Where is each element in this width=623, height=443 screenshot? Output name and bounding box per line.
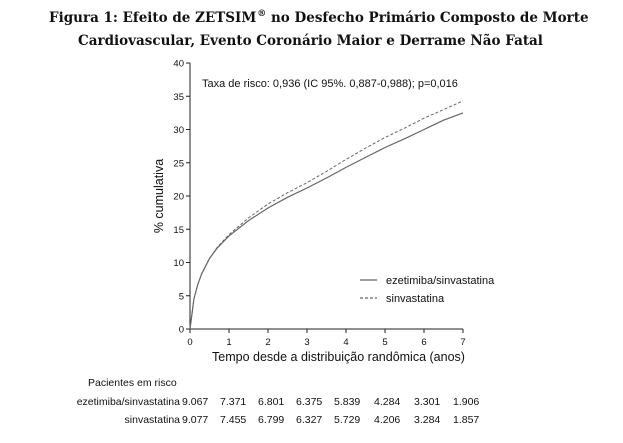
risk-cell: 5.839 xyxy=(334,396,361,408)
risk-cell: 5.729 xyxy=(334,414,361,426)
figure-title-main: Figura 1: Efeito de ZETSIM xyxy=(49,10,257,26)
y-tick-label: 5 xyxy=(179,291,184,302)
y-tick-label: 15 xyxy=(173,225,184,236)
risk-cell: 6.375 xyxy=(296,396,323,408)
x-tick-label: 2 xyxy=(265,337,270,348)
risk-cell: 6.327 xyxy=(296,414,323,426)
figure-title-line2: Cardiovascular, Evento Coronário Maior e… xyxy=(78,33,543,49)
figure-title-rest: no Desfecho Primário Composto de Morte xyxy=(266,10,589,26)
y-axis-label: % cumulativa xyxy=(152,159,166,233)
y-tick-label: 35 xyxy=(173,92,184,103)
risk-cell: 1.906 xyxy=(453,396,480,408)
x-tick-label: 1 xyxy=(226,337,231,348)
registered-mark: ® xyxy=(257,9,267,19)
risk-cell: 3.301 xyxy=(414,396,441,408)
x-tick-label: 5 xyxy=(382,337,387,348)
x-tick-label: 0 xyxy=(187,337,192,348)
risk-row-label: ezetimiba/sinvastatina xyxy=(76,396,180,408)
x-tick-label: 7 xyxy=(460,337,465,348)
risk-cell: 9.067 xyxy=(182,396,209,408)
x-tick-label: 6 xyxy=(421,337,426,348)
risk-cell: 7.455 xyxy=(220,414,247,426)
risk-cell: 3.284 xyxy=(414,414,441,426)
series-line-sinvastatina xyxy=(189,100,464,330)
x-tick-label: 4 xyxy=(343,337,348,348)
risk-cell: 7.371 xyxy=(220,396,247,408)
legend-label: ezetimiba/sinvastatina xyxy=(386,275,495,287)
y-tick-label: 40 xyxy=(173,59,184,70)
figure-title-line1: Figura 1: Efeito de ZETSIM® no Desfecho … xyxy=(49,9,623,26)
risk-cell: 1.857 xyxy=(453,414,480,426)
risk-cell: 6.801 xyxy=(258,396,285,408)
risk-cell: 6.799 xyxy=(258,414,285,426)
risk-row-label: sinvastatina xyxy=(124,414,180,426)
y-tick-label: 10 xyxy=(173,258,184,269)
y-tick-label: 25 xyxy=(173,158,184,169)
x-axis-label: Tempo desde a distribuição randômica (an… xyxy=(212,350,465,364)
legend-label: sinvastatina xyxy=(386,293,445,305)
risk-table-header: Pacientes em risco xyxy=(88,377,177,389)
risk-cell: 9.077 xyxy=(182,414,209,426)
risk-cell: 4.284 xyxy=(374,396,401,408)
hazard-ratio-annotation: Taxa de risco: 0,936 (IC 95%. 0,887-0,98… xyxy=(202,78,458,90)
risk-cell: 4.206 xyxy=(374,414,401,426)
y-tick-label: 30 xyxy=(173,125,184,136)
x-tick-label: 3 xyxy=(304,337,309,348)
y-tick-label: 0 xyxy=(179,325,184,336)
y-tick-label: 20 xyxy=(173,192,184,203)
